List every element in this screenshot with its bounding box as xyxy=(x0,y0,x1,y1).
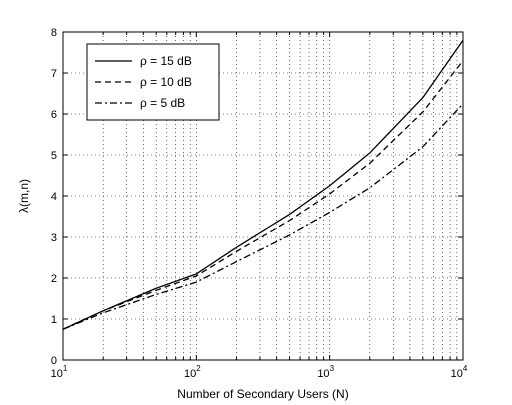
y-tick-label: 1 xyxy=(51,314,57,326)
y-tick-label: 7 xyxy=(51,68,57,80)
y-tick-label: 2 xyxy=(51,273,57,285)
y-tick-label: 5 xyxy=(51,150,57,162)
series-line xyxy=(62,39,464,330)
x-tick-exponent: 1 xyxy=(63,364,68,373)
y-tick-label: 6 xyxy=(51,109,57,121)
legend-label: ρ = 10 dB xyxy=(140,75,192,89)
legend-label: ρ = 15 dB xyxy=(140,54,192,68)
y-tick-label: 3 xyxy=(51,232,57,244)
y-tick-label: 4 xyxy=(51,191,57,203)
series-line xyxy=(62,60,464,330)
y-tick-label: 8 xyxy=(51,27,57,39)
grid xyxy=(63,32,463,360)
x-tick-exponent: 2 xyxy=(196,364,201,373)
legend: ρ = 15 dB ρ = 10 dB ρ = 5 dB xyxy=(86,43,220,121)
y-axis-label: λ(m,n) xyxy=(17,179,31,213)
series-line xyxy=(62,103,464,330)
x-tick-exponent: 3 xyxy=(330,364,335,373)
series-lines xyxy=(62,39,464,330)
legend-label: ρ = 5 dB xyxy=(140,96,185,110)
x-axis-label: Number of Secondary Users (N) xyxy=(177,387,348,401)
y-tick-label: 0 xyxy=(51,355,57,367)
x-tick-exponent: 4 xyxy=(463,364,468,373)
